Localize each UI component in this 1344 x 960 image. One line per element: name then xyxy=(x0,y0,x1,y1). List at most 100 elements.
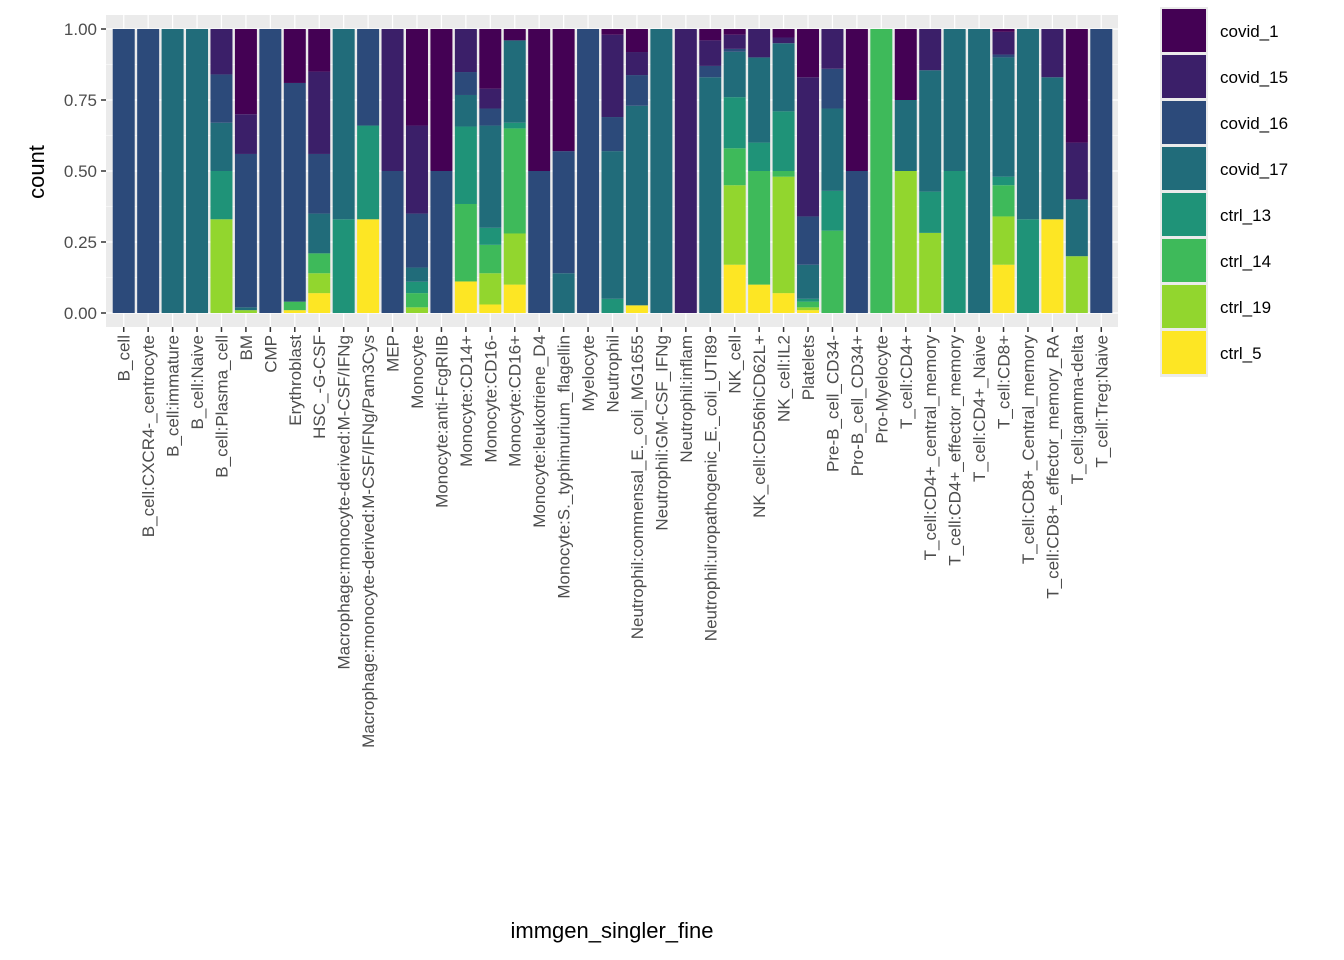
bar-segment-covid_17 xyxy=(405,267,428,282)
legend-key-covid_15 xyxy=(1162,55,1206,98)
bar-segment-covid_17 xyxy=(968,29,991,313)
bar-segment-ctrl_13 xyxy=(454,126,477,204)
y-tick-label: 0.00 xyxy=(64,304,97,323)
bar-segment-ctrl_19 xyxy=(405,307,428,313)
bar-segment-covid_17 xyxy=(797,264,820,299)
bar-stack xyxy=(210,29,233,313)
bar-segment-covid_16 xyxy=(308,153,331,214)
legend-label: ctrl_5 xyxy=(1220,344,1262,363)
bar-stack xyxy=(968,29,991,313)
bar-segment-covid_15 xyxy=(479,88,502,109)
legend-label: covid_1 xyxy=(1220,22,1279,41)
x-tick-label: T_cell:Treg:Naive xyxy=(1092,335,1111,468)
x-tick-label: T_cell:CD4+_central_memory xyxy=(921,335,940,561)
bar-segment-ctrl_5 xyxy=(479,304,502,313)
bar-stack xyxy=(357,29,380,313)
x-tick-label: T_cell:CD4+ xyxy=(897,335,916,429)
bar-segment-covid_16 xyxy=(259,29,282,313)
bar-segment-ctrl_5 xyxy=(723,264,746,313)
bar-stack xyxy=(870,29,893,313)
bar-segment-ctrl_14 xyxy=(821,230,844,313)
bar-stack xyxy=(894,29,917,313)
bar-segment-covid_15 xyxy=(674,29,697,313)
bar-segment-ctrl_13 xyxy=(332,219,355,313)
bar-segment-covid_1 xyxy=(479,29,502,89)
bar-segment-covid_17 xyxy=(308,213,331,254)
bar-segment-ctrl_13 xyxy=(210,171,233,220)
bar-segment-covid_15 xyxy=(1041,29,1064,78)
legend-key-covid_17 xyxy=(1162,147,1206,190)
bar-segment-ctrl_19 xyxy=(797,307,820,311)
bar-stack xyxy=(479,29,502,313)
bar-segment-covid_17 xyxy=(503,40,526,123)
x-tick-label: T_cell:CD8+_effector_memory_RA xyxy=(1043,334,1062,598)
legend-label: ctrl_19 xyxy=(1220,298,1271,317)
bar-stack xyxy=(1016,29,1039,313)
bar-segment-covid_15 xyxy=(772,37,795,44)
bar-stack xyxy=(454,29,477,313)
x-tick-label: Monocyte:CD16+ xyxy=(506,335,525,467)
bar-stack xyxy=(137,29,160,313)
x-tick-label: Platelets xyxy=(799,335,818,400)
bar-segment-ctrl_13 xyxy=(357,125,380,220)
bar-segment-covid_16 xyxy=(577,29,600,313)
bar-segment-ctrl_13 xyxy=(797,298,820,302)
x-tick-label: NK_cell xyxy=(726,335,745,394)
bar-segment-ctrl_5 xyxy=(772,293,795,313)
legend-key-ctrl_14 xyxy=(1162,239,1206,282)
bar-segment-ctrl_5 xyxy=(1041,219,1064,313)
x-tick-label: Monocyte:S._typhimurium_flagellin xyxy=(555,335,574,599)
bar-stack xyxy=(283,29,306,313)
bar-segment-covid_16 xyxy=(625,75,648,106)
bar-segment-ctrl_19 xyxy=(308,273,331,294)
bar-segment-covid_15 xyxy=(210,29,233,75)
bar-segment-covid_16 xyxy=(552,151,575,274)
bar-segment-covid_1 xyxy=(699,29,722,41)
bar-stack xyxy=(186,29,209,313)
bar-stack xyxy=(674,29,697,313)
bar-segment-covid_16 xyxy=(454,72,477,95)
bar-segment-covid_16 xyxy=(283,82,306,302)
x-tick-label: T_cell:gamma-delta xyxy=(1068,334,1087,484)
legend-key-covid_1 xyxy=(1162,9,1206,52)
bar-stack xyxy=(430,29,453,313)
bar-segment-ctrl_5 xyxy=(503,284,526,313)
bar-segment-covid_17 xyxy=(210,122,233,171)
x-tick-label: Pro-B_cell_CD34+ xyxy=(848,335,867,476)
bar-segment-covid_1 xyxy=(845,29,868,171)
x-tick-label: T_cell:CD8+_Central_memory xyxy=(1019,335,1038,565)
bar-segment-ctrl_19 xyxy=(919,232,942,313)
bar-segment-ctrl_14 xyxy=(723,148,746,186)
bar-segment-covid_16 xyxy=(210,74,233,123)
bar-segment-ctrl_14 xyxy=(283,301,306,311)
x-tick-label: Myelocyte xyxy=(579,335,598,412)
x-tick-label: Monocyte:CD16- xyxy=(481,335,500,463)
bar-segment-covid_17 xyxy=(992,57,1015,177)
bar-segment-covid_17 xyxy=(332,29,355,220)
bar-stack xyxy=(308,29,331,313)
bars xyxy=(112,29,1113,313)
bar-segment-ctrl_19 xyxy=(992,216,1015,265)
bar-segment-ctrl_13 xyxy=(821,190,844,231)
bar-segment-ctrl_14 xyxy=(454,203,477,282)
bar-stack xyxy=(503,29,526,313)
bar-segment-ctrl_14 xyxy=(772,171,795,177)
bar-segment-covid_17 xyxy=(1016,29,1039,220)
bar-segment-covid_15 xyxy=(1065,142,1088,200)
y-axis: 0.00 0.25 0.50 0.75 1.00 xyxy=(64,20,106,323)
bar-segment-ctrl_13 xyxy=(943,171,966,313)
bar-segment-covid_1 xyxy=(283,29,306,83)
x-tick-label: Monocyte:anti-FcgRIIB xyxy=(432,335,451,508)
legend-label: covid_17 xyxy=(1220,160,1288,179)
bar-stack xyxy=(625,29,648,313)
bar-segment-ctrl_14 xyxy=(405,293,428,308)
bar-segment-covid_17 xyxy=(894,100,917,171)
bar-segment-covid_17 xyxy=(821,108,844,191)
bar-segment-ctrl_5 xyxy=(283,310,306,313)
x-tick-label: Monocyte:CD14+ xyxy=(457,335,476,467)
bar-stack xyxy=(992,29,1015,313)
bar-segment-covid_1 xyxy=(992,29,1015,32)
bar-stack xyxy=(528,29,551,313)
bar-segment-covid_15 xyxy=(308,71,331,154)
